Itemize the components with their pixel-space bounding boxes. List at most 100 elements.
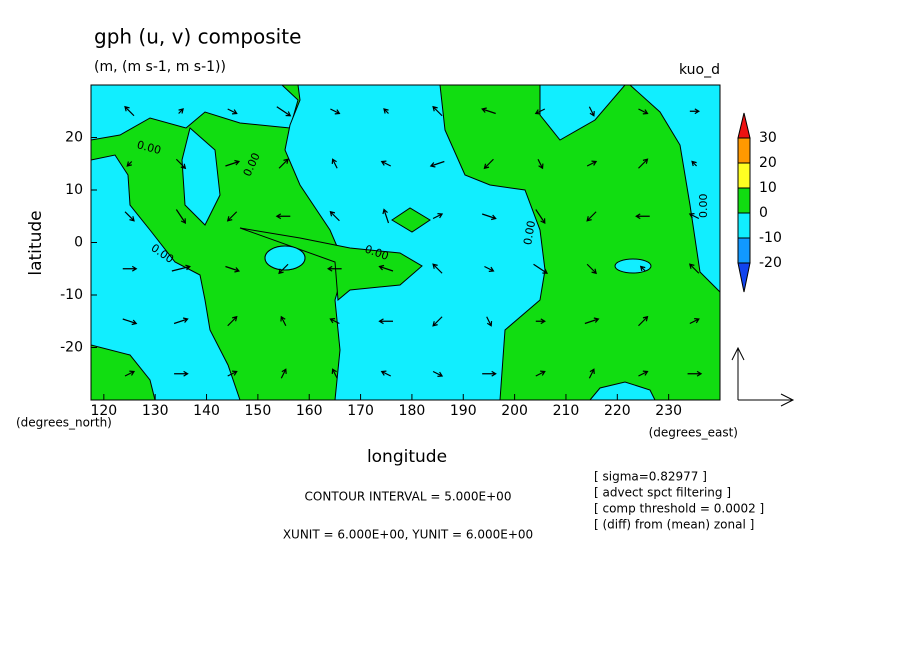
colorbar-box: [737, 212, 751, 239]
vector-arrow: [278, 158, 289, 169]
vector-arrow: [122, 318, 138, 326]
vector-arrow: [533, 263, 549, 274]
vector-arrow: [537, 158, 544, 170]
vector-arrow: [638, 108, 649, 115]
vector-arrow: [280, 315, 287, 327]
vector-arrow: [227, 108, 238, 115]
vector-arrow: [535, 370, 546, 377]
vector-arrow: [688, 213, 700, 220]
colorbar-label: -20: [759, 255, 782, 271]
x-tick-label: 170: [347, 403, 374, 419]
vector-arrow: [227, 315, 238, 327]
vector-arrow: [173, 317, 189, 325]
annotation: [ sigma=0.82977 ]: [594, 470, 707, 484]
x-tick-label: 130: [142, 403, 169, 419]
colorbar-cap: [737, 262, 751, 293]
vector-arrow: [378, 318, 393, 325]
x-tick-label: 210: [553, 403, 580, 419]
region: [284, 85, 546, 400]
vector-arrow: [689, 318, 700, 325]
x-tick-label: 140: [193, 403, 220, 419]
region: [391, 207, 431, 233]
vector-arrow: [225, 159, 241, 167]
vector-arrow: [175, 209, 187, 224]
vector-arrow: [278, 263, 289, 275]
reference-vector: [731, 346, 795, 407]
vector-arrow: [227, 370, 238, 377]
vector-arrow: [484, 265, 495, 272]
vector-arrow: [331, 368, 338, 379]
vector-arrow: [330, 108, 341, 115]
vector-arrow: [535, 318, 546, 325]
vector-arrow: [432, 105, 443, 117]
region: [91, 154, 241, 400]
vector-arrow: [689, 108, 700, 115]
colorbar-label: 0: [759, 205, 768, 221]
vector-arrow: [584, 317, 600, 325]
colorbar-box: [737, 187, 751, 214]
vector-arrow: [482, 370, 497, 377]
vector-arrow: [380, 370, 392, 377]
vector-layer: [122, 105, 703, 379]
x-tick-label: 160: [296, 403, 323, 419]
vector-arrow: [429, 160, 445, 168]
vector-arrow: [174, 370, 189, 377]
vector-arrow: [481, 107, 496, 115]
chart-title: gph (u, v) composite: [94, 25, 301, 49]
region: [589, 381, 656, 400]
vector-arrow: [276, 106, 292, 117]
vector-arrow: [382, 208, 390, 224]
vector-arrow: [326, 265, 342, 272]
vector-arrow: [588, 368, 595, 379]
vector-arrow: [124, 370, 136, 377]
annotation: [ comp threshold = 0.0002 ]: [594, 502, 764, 516]
vector-arrow: [432, 263, 443, 274]
vector-arrow: [432, 316, 443, 327]
x-tick-label: 200: [501, 403, 528, 419]
vector-arrow: [122, 265, 138, 272]
vector-arrow: [226, 211, 238, 222]
note: CONTOUR INTERVAL = 5.000E+00: [305, 490, 512, 504]
colorbar-label: 20: [759, 155, 777, 171]
vector-arrow: [483, 158, 494, 170]
y-axis-label: latitude: [26, 210, 46, 275]
note: XUNIT = 6.000E+00, YUNIT = 6.000E+00: [283, 528, 533, 542]
region: [91, 85, 299, 141]
region: [239, 227, 423, 302]
x-tick-label: 220: [604, 403, 631, 419]
contour-label: 0.00: [521, 220, 538, 246]
vector-arrow: [124, 105, 135, 117]
vector-arrow: [383, 108, 389, 114]
y-tick-label: -10: [60, 287, 83, 303]
colorbar-label: -10: [759, 230, 782, 246]
vector-arrow: [280, 368, 287, 379]
x-tick-label: 180: [399, 403, 426, 419]
vector-arrow: [638, 370, 649, 377]
region: [614, 258, 652, 274]
vector-arrow: [535, 209, 546, 224]
region: [629, 85, 720, 293]
vector-arrow: [534, 108, 546, 115]
vector-arrow: [638, 158, 649, 169]
vector-arrow: [432, 213, 444, 220]
vector-arrow: [588, 106, 595, 117]
vector-arrow: [486, 316, 493, 327]
vector-arrow: [329, 318, 340, 325]
x-tick-label: 190: [450, 403, 477, 419]
y-tick-label: 20: [65, 130, 83, 146]
x-tick-label: 230: [655, 403, 682, 419]
colorbar-label: 10: [759, 180, 777, 196]
y-tick-label: 10: [65, 182, 83, 198]
contour-label: 0.00: [697, 194, 710, 219]
annotation: [ (diff) from (mean) zonal ]: [594, 518, 754, 532]
vector-arrow: [380, 160, 392, 167]
contour-labels: 0.00 0.00 0.00 0.00 0.00 0.00: [135, 138, 710, 266]
run-label: kuo_d: [679, 62, 720, 78]
vector-arrow: [687, 370, 703, 377]
colorbar-label: 30: [759, 130, 777, 146]
colorbar-box: [737, 237, 751, 264]
vector-arrow: [329, 210, 340, 222]
vector-arrow: [586, 263, 597, 275]
colorbar-box: [737, 137, 751, 164]
